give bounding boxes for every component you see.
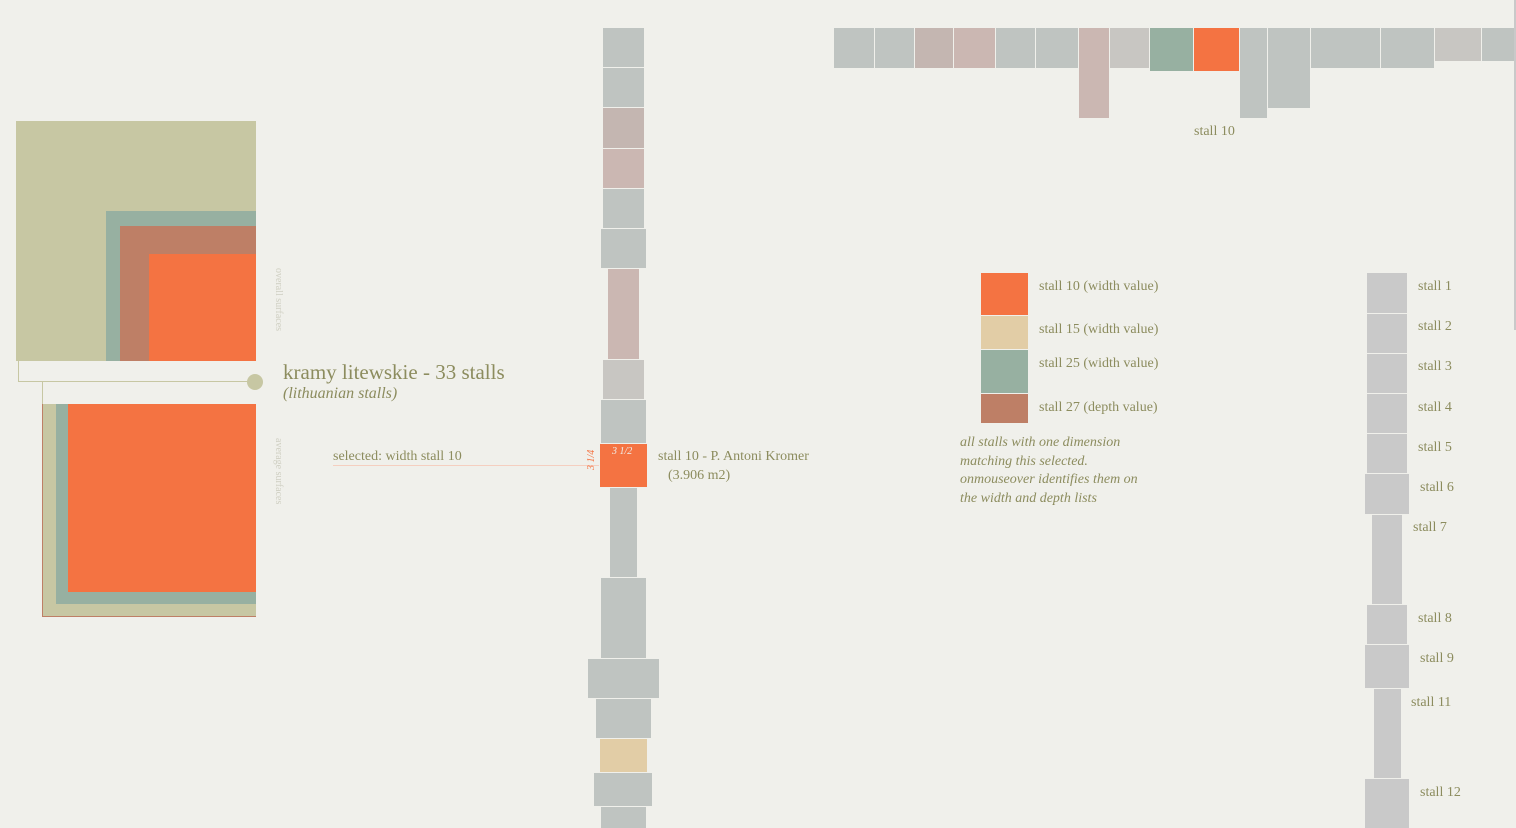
legend-note: all stalls with one dimension matching t… xyxy=(960,435,1138,506)
width-bar[interactable] xyxy=(610,488,637,577)
stall-list-bar-5[interactable] xyxy=(1367,434,1407,473)
stall-list-label-11[interactable]: stall 11 xyxy=(1411,695,1452,710)
depth-bar[interactable] xyxy=(1240,28,1267,118)
width-bar[interactable] xyxy=(588,659,659,698)
depth-bar-selected[interactable] xyxy=(1194,28,1239,71)
legend-label-stall-27: stall 27 (depth value) xyxy=(1039,400,1158,415)
stall-list-bar-11[interactable] xyxy=(1374,689,1401,778)
selection-label: selected: width stall 10 xyxy=(333,449,462,464)
width-bar[interactable] xyxy=(603,360,644,399)
legend-swatch-stall-27 xyxy=(981,394,1028,423)
depth-bar[interactable] xyxy=(915,28,953,68)
legend-swatch-stall-15 xyxy=(981,316,1028,349)
depth-bar-stall-25[interactable] xyxy=(1150,28,1193,71)
width-bar[interactable] xyxy=(601,578,646,658)
depth-bar[interactable] xyxy=(834,28,874,68)
connector-dot xyxy=(247,374,263,390)
width-bar-stall-15[interactable] xyxy=(600,739,647,772)
width-bar[interactable] xyxy=(601,400,646,443)
depth-bar[interactable] xyxy=(1381,28,1434,68)
depth-bar[interactable] xyxy=(1110,28,1149,68)
page-subtitle: (lithuanian stalls) xyxy=(283,385,398,402)
stall-list-label-1[interactable]: stall 1 xyxy=(1418,279,1452,294)
stall-list-label-8[interactable]: stall 8 xyxy=(1418,611,1452,626)
scrollbar-track[interactable] xyxy=(1514,0,1516,330)
stall-list-bar-8[interactable] xyxy=(1367,605,1407,644)
average-surfaces-label: average surfaces xyxy=(273,438,284,505)
width-bar[interactable] xyxy=(603,108,644,148)
width-bar[interactable] xyxy=(594,773,652,806)
selection-line xyxy=(333,465,599,466)
stall-list-bar-4[interactable] xyxy=(1367,394,1407,433)
depth-bar[interactable] xyxy=(875,28,914,68)
stall-list-label-7[interactable]: stall 7 xyxy=(1413,520,1447,535)
stall-list-label-2[interactable]: stall 2 xyxy=(1418,319,1452,334)
stall-list-bar-7[interactable] xyxy=(1372,515,1402,604)
legend-swatch-stall-25 xyxy=(981,350,1028,393)
width-bar[interactable] xyxy=(603,189,644,228)
average-selected-square xyxy=(68,404,256,592)
width-bar[interactable] xyxy=(601,807,646,828)
stall-list-bar-1[interactable] xyxy=(1367,273,1407,313)
page-title: kramy litewskie - 33 stalls xyxy=(283,360,505,384)
average-surfaces-chart xyxy=(42,404,256,617)
stall-list-bar-6[interactable] xyxy=(1365,474,1409,514)
legend-label-stall-15: stall 15 (width value) xyxy=(1039,322,1159,337)
connector-line-down xyxy=(42,381,43,405)
width-bar[interactable] xyxy=(603,68,644,107)
depth-bar[interactable] xyxy=(1482,28,1514,61)
selected-stall-area: (3.906 m2) xyxy=(668,468,731,483)
connector-line-horizontal xyxy=(18,381,254,382)
stall-list-label-9[interactable]: stall 9 xyxy=(1420,651,1454,666)
overall-surfaces-chart xyxy=(16,121,256,361)
width-bar-selected[interactable]: 3 1/2 xyxy=(600,444,647,487)
width-bar[interactable] xyxy=(603,28,644,67)
width-bar[interactable] xyxy=(603,149,644,188)
depth-bar[interactable] xyxy=(1311,28,1380,68)
selected-depth-value: 3 1/4 xyxy=(586,449,597,470)
legend-label-stall-10: stall 10 (width value) xyxy=(1039,279,1159,294)
selected-width-value: 3 1/2 xyxy=(612,446,633,457)
overall-selected-square xyxy=(149,254,256,361)
width-bar[interactable] xyxy=(601,229,646,268)
stall-list-label-12[interactable]: stall 12 xyxy=(1420,785,1461,800)
width-bar[interactable] xyxy=(596,699,651,738)
stall-list-bar-9[interactable] xyxy=(1365,645,1409,688)
overall-surfaces-label: overall surfaces xyxy=(273,268,284,332)
top-strip-label: stall 10 xyxy=(1194,124,1235,139)
stall-list-label-5[interactable]: stall 5 xyxy=(1418,440,1452,455)
selected-stall-name: stall 10 - P. Antoni Kromer xyxy=(658,449,809,464)
depth-bar[interactable] xyxy=(1435,28,1481,61)
depth-bar[interactable] xyxy=(954,28,995,68)
stall-list-bar-12[interactable] xyxy=(1365,779,1409,828)
depth-bar[interactable] xyxy=(996,28,1035,68)
connector-line xyxy=(18,361,19,381)
stall-list-label-6[interactable]: stall 6 xyxy=(1420,480,1454,495)
depth-bar[interactable] xyxy=(1268,28,1310,108)
legend-swatch-stall-10 xyxy=(981,273,1028,315)
depth-bar[interactable] xyxy=(1036,28,1078,68)
legend-label-stall-25: stall 25 (width value) xyxy=(1039,356,1159,371)
stall-list-bar-3[interactable] xyxy=(1367,354,1407,393)
stall-list-label-4[interactable]: stall 4 xyxy=(1418,400,1452,415)
depth-bar[interactable] xyxy=(1079,28,1109,118)
width-bar[interactable] xyxy=(608,269,639,359)
stall-list-label-3[interactable]: stall 3 xyxy=(1418,359,1452,374)
stall-list-bar-2[interactable] xyxy=(1367,314,1407,353)
